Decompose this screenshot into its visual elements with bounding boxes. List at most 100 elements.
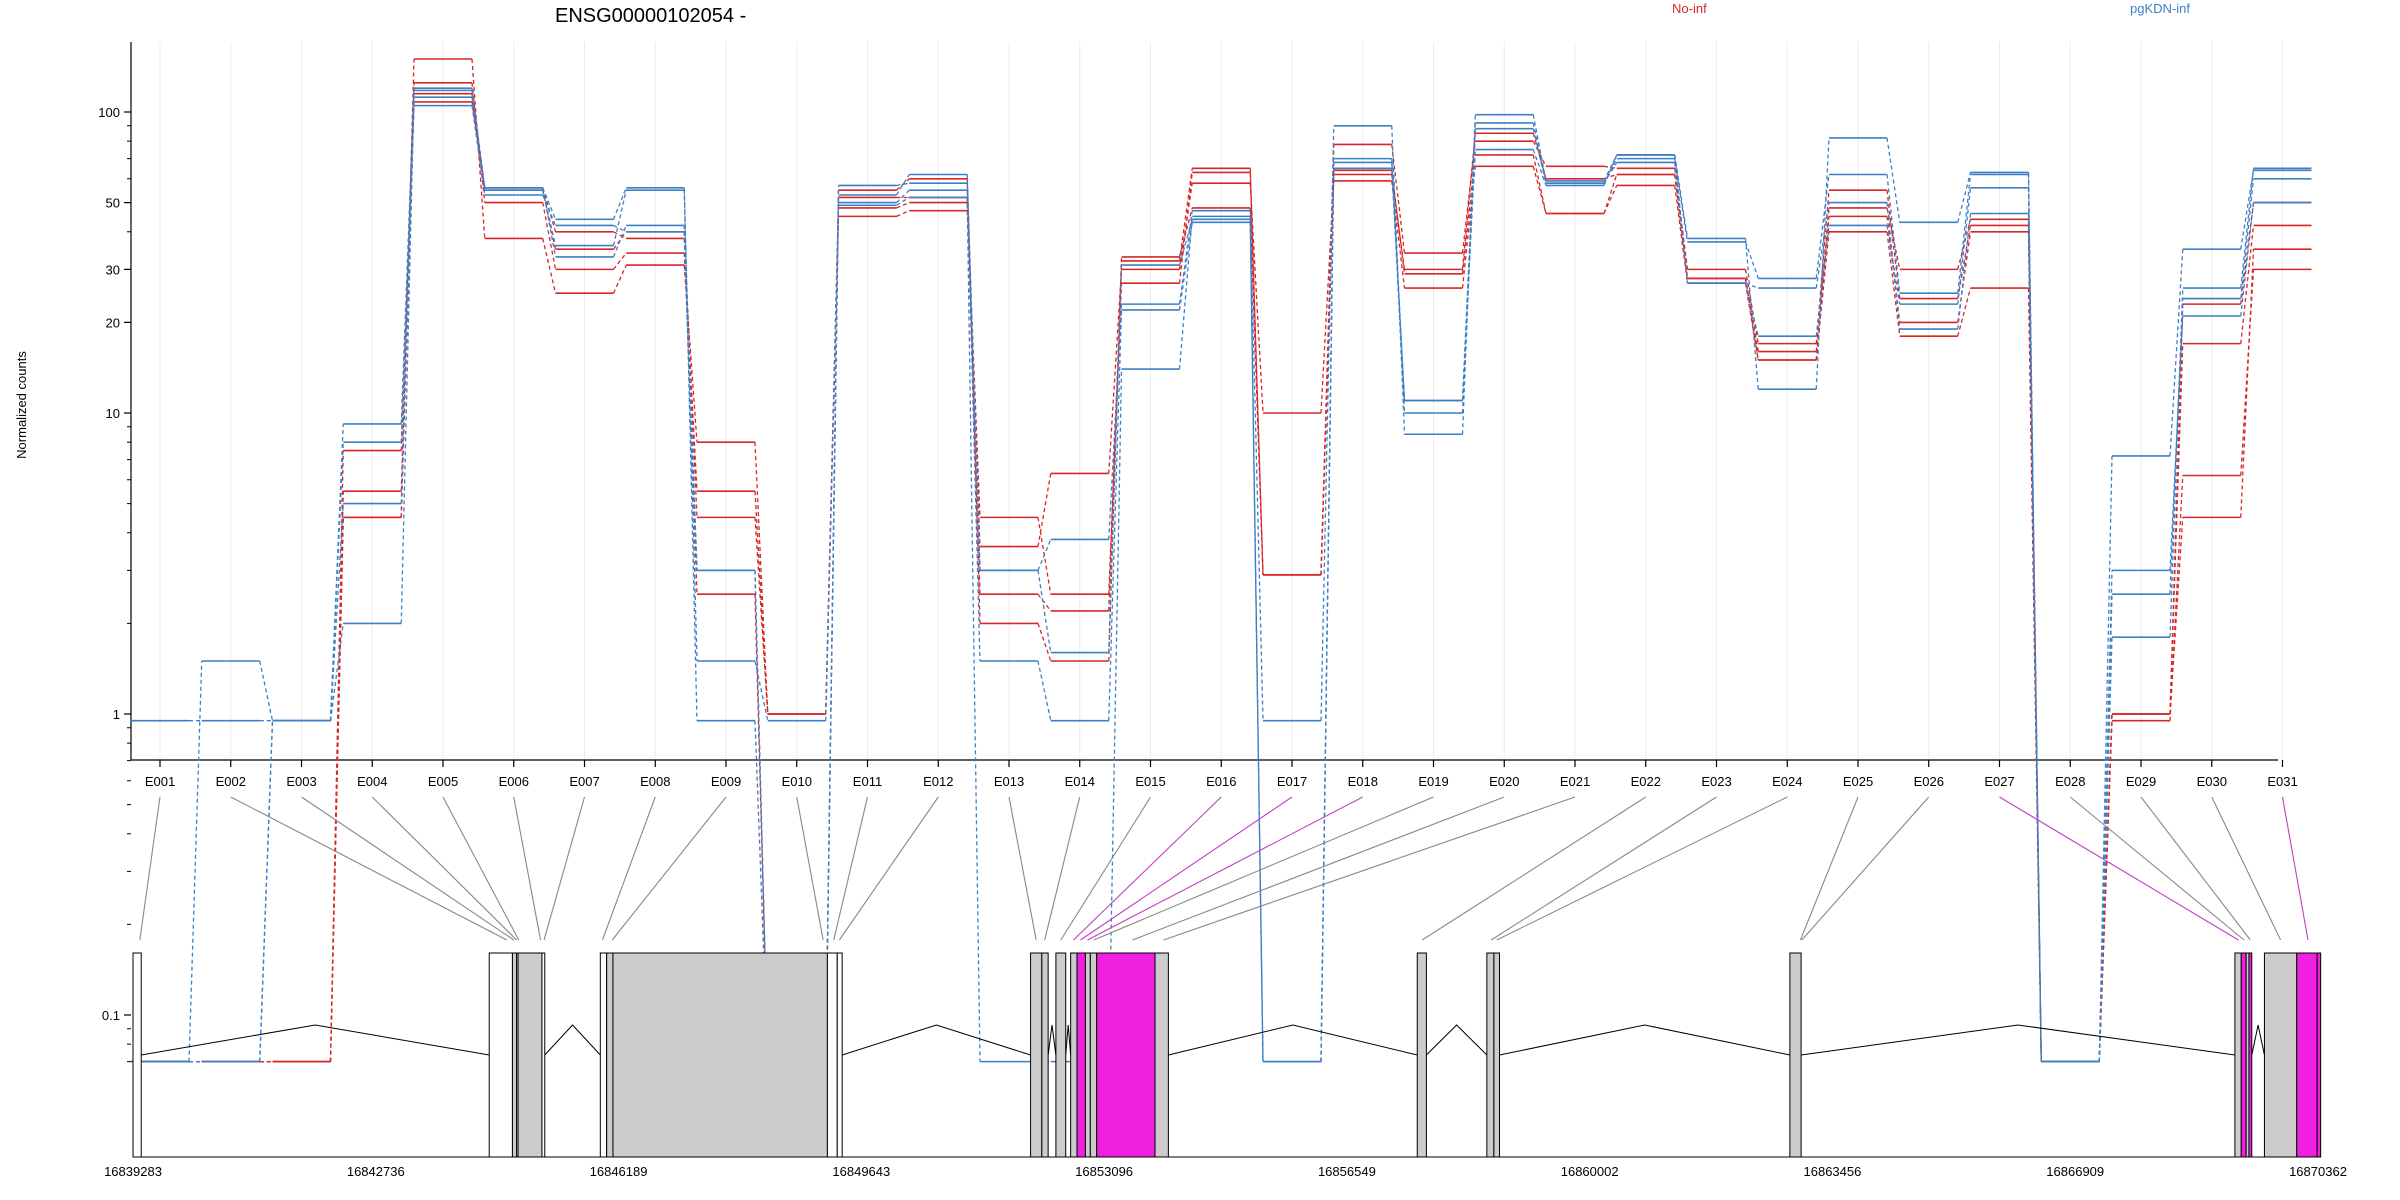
x-tick-label: E029 [2126,774,2156,789]
data-connector [1532,154,1547,214]
x-tick-label: E021 [1560,774,1590,789]
y-tick-label: 30 [106,262,120,277]
x-tick-label: E016 [1206,774,1236,789]
data-connector [612,190,627,246]
data-connector [2240,202,2255,305]
data-connector [2169,315,2184,571]
intron [1168,1024,1418,1056]
data-connector [1674,185,1689,284]
data-connector [683,231,698,518]
data-connector [896,202,910,209]
data-connector [1815,207,1830,361]
data-connector [1178,219,1193,266]
data-connector [188,660,203,1062]
exon-box [826,952,838,1158]
exon-link [442,796,520,941]
x-tick-label: E018 [1348,774,1378,789]
data-connector [1461,149,1476,401]
data-connector [1886,174,1901,294]
data-connector [1461,133,1476,270]
data-connector [1815,202,1830,289]
x-tick-label: E011 [853,774,882,789]
data-connector [896,189,910,204]
data-connector [542,202,557,270]
x-tick-label: E025 [1843,774,1873,789]
exon-link [1080,796,1293,941]
exon-box [1030,952,1043,1158]
data-connector [2027,187,2042,1062]
data-connector [896,178,910,191]
data-connector [2027,213,2042,1062]
exon-link [1132,796,1505,941]
data-connector [896,196,910,206]
data-connector [1674,154,1689,284]
data-connector [613,224,627,233]
data-connector [612,252,627,270]
x-tick-label: E019 [1418,774,1448,789]
x-tick-label: E020 [1489,774,1519,789]
x-tick-label: E010 [782,774,812,789]
y-tick-label: 1 [113,707,120,722]
data-connector [2169,298,2184,595]
exon-link [796,796,824,941]
data-connector [1603,185,1618,214]
data-connector [612,264,627,294]
data-connector [2240,168,2255,289]
exon-link [1087,796,1364,941]
exon-box [2240,952,2247,1158]
exon-box [1070,952,1078,1158]
data-connector [1249,219,1264,1062]
data-connector [1178,222,1193,311]
exon-link [1073,796,1222,941]
exon-link [833,796,869,941]
x-tick-label: E026 [1914,774,1944,789]
data-connector [612,225,627,258]
data-connector [1320,180,1335,414]
intron [544,1024,601,1056]
data-connector [1532,114,1547,182]
data-connector [1744,278,1759,352]
data-connector [329,517,344,1062]
data-connector [1532,149,1547,186]
data-connector [966,190,981,662]
exon-box [1076,952,1086,1158]
y-tick-label: 0.1 [102,1008,120,1023]
genome-tick-label: 16842736 [347,1164,405,1179]
legend-no-inf: No-inf [1672,1,1707,16]
exon-link [1093,796,1434,941]
genome-tick-label: 16849643 [832,1164,890,1179]
x-tick-label: E007 [569,774,599,789]
exon-link [1421,796,1647,941]
x-tick-label: E017 [1277,774,1307,789]
exon-connectors [139,796,2309,941]
exon-box [1789,952,1802,1158]
exon-link [513,796,542,941]
data-connector [400,105,415,443]
data-connector [896,182,910,187]
genome-tick-label: 16856549 [1318,1164,1376,1179]
data-connector [1108,369,1123,1062]
data-connector [329,442,344,721]
exon-box [606,952,614,1158]
data-connector [1957,225,1972,299]
data-connector [1320,125,1335,721]
genome-tick-label: 16839283 [104,1164,162,1179]
data-connector [329,623,344,721]
data-connector [259,720,274,1062]
data-connector [1957,213,1972,330]
exon-box [2248,952,2253,1158]
data-connector [612,187,627,220]
exon-box [132,952,142,1158]
intron [1065,1024,1072,1056]
genome-tick-label: 16870362 [2289,1164,2347,1179]
exon-box [2263,952,2298,1158]
exon-box [1055,952,1067,1158]
exon-link [1799,796,1859,941]
data-connector [2169,288,2184,638]
exon-box [836,952,843,1158]
x-tick-label: E023 [1701,774,1731,789]
data-connector [1037,473,1052,547]
x-tick-label: E028 [2055,774,2085,789]
exon-box [2234,952,2242,1158]
data-connector [1108,309,1123,721]
